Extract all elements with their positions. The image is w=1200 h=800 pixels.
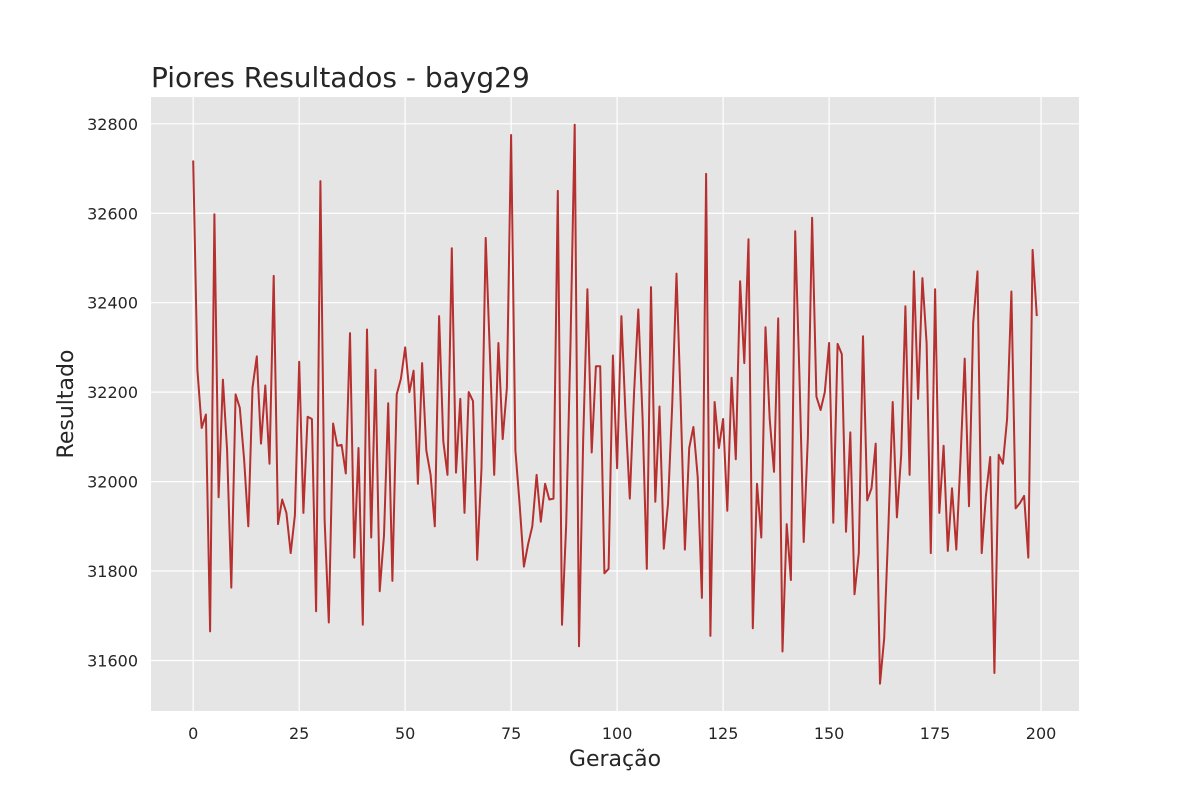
y-tick-label: 31800 bbox=[87, 562, 138, 581]
y-axis-label: Resultado bbox=[54, 350, 79, 459]
y-tick-label: 32600 bbox=[87, 204, 138, 223]
x-tick-label: 125 bbox=[708, 724, 739, 743]
x-tick-labels: 0 25 50 75 100 125 150 175 200 bbox=[188, 724, 1056, 743]
y-tick-label: 32200 bbox=[87, 383, 138, 402]
chart-title: Piores Resultados - bayg29 bbox=[151, 61, 530, 94]
x-tick-label: 150 bbox=[814, 724, 845, 743]
y-tick-labels: 31600 31800 32000 32200 32400 32600 32800 bbox=[87, 115, 138, 671]
series-line-0 bbox=[192, 123, 1038, 685]
y-tick-label: 32400 bbox=[87, 294, 138, 313]
x-tick-label: 25 bbox=[289, 724, 309, 743]
x-tick-label: 0 bbox=[188, 724, 198, 743]
gridlines bbox=[151, 97, 1079, 711]
y-tick-label: 32000 bbox=[87, 473, 138, 492]
series-lines bbox=[192, 123, 1038, 685]
y-tick-label: 32800 bbox=[87, 115, 138, 134]
x-tick-label: 175 bbox=[920, 724, 951, 743]
x-tick-label: 100 bbox=[602, 724, 633, 743]
x-tick-label: 75 bbox=[501, 724, 521, 743]
x-tick-label: 200 bbox=[1026, 724, 1057, 743]
y-tick-label: 31600 bbox=[87, 651, 138, 670]
x-axis-label: Geração bbox=[569, 747, 661, 772]
x-tick-label: 50 bbox=[395, 724, 415, 743]
